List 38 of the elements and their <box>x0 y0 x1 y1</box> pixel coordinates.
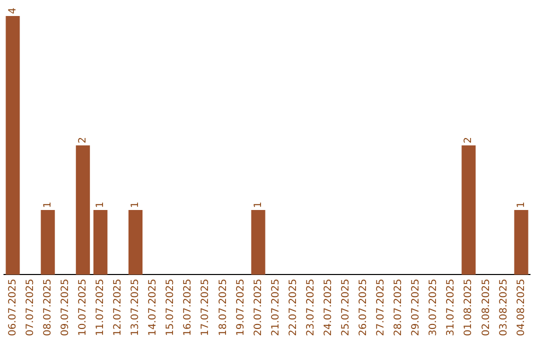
x-tick-label: 14.07.2025 <box>148 278 159 336</box>
x-tick-label: 12.07.2025 <box>112 278 124 336</box>
x-tick-label: 15.07.2025 <box>165 278 176 336</box>
data-label: 1 <box>130 202 142 208</box>
data-label: 1 <box>516 202 527 208</box>
x-tick-label: 29.07.2025 <box>410 278 422 336</box>
x-tick-label: 23.07.2025 <box>305 278 316 336</box>
data-label: 2 <box>463 136 474 144</box>
x-tick-label: 16.07.2025 <box>182 278 194 336</box>
x-tick-label: 09.07.2025 <box>60 278 71 336</box>
x-tick-label: 01.08.2025 <box>463 278 474 336</box>
x-tick-label: 08.07.2025 <box>42 278 54 336</box>
x-tick-label: 20.07.2025 <box>252 278 264 336</box>
x-tick-label: 21.07.2025 <box>270 278 282 336</box>
x-tick-label: 26.07.2025 <box>358 278 370 336</box>
data-label: 2 <box>77 136 88 144</box>
x-tick-label: 25.07.2025 <box>340 278 352 336</box>
x-tick-label: 13.07.2025 <box>130 278 142 336</box>
x-tick-label: 03.08.2025 <box>498 278 510 336</box>
x-tick-label: 18.07.2025 <box>218 278 229 336</box>
x-tick-label: 02.08.2025 <box>480 278 492 336</box>
x-tick-label: 17.07.2025 <box>200 278 212 336</box>
x-tick-label: 11.07.2025 <box>95 278 106 336</box>
data-label: 1 <box>252 202 264 208</box>
x-tick-label: 04.08.2025 <box>516 278 527 336</box>
x-tick-label: 31.07.2025 <box>446 278 457 336</box>
data-label: 1 <box>95 202 106 208</box>
data-label: 4 <box>7 8 18 14</box>
x-tick-label: 06.07.2025 <box>7 278 18 336</box>
x-tick-label: 30.07.2025 <box>428 278 440 336</box>
x-tick-label: 07.07.2025 <box>24 278 36 336</box>
x-tick-label: 24.07.2025 <box>322 278 334 336</box>
data-label: 1 <box>42 202 54 208</box>
x-tick-label: 28.07.2025 <box>393 278 404 336</box>
x-tick-label: 19.07.2025 <box>235 278 246 336</box>
x-tick-label: 27.07.2025 <box>376 278 387 336</box>
x-tick-label: 22.07.2025 <box>288 278 299 336</box>
x-tick-label: 10.07.2025 <box>77 278 88 336</box>
